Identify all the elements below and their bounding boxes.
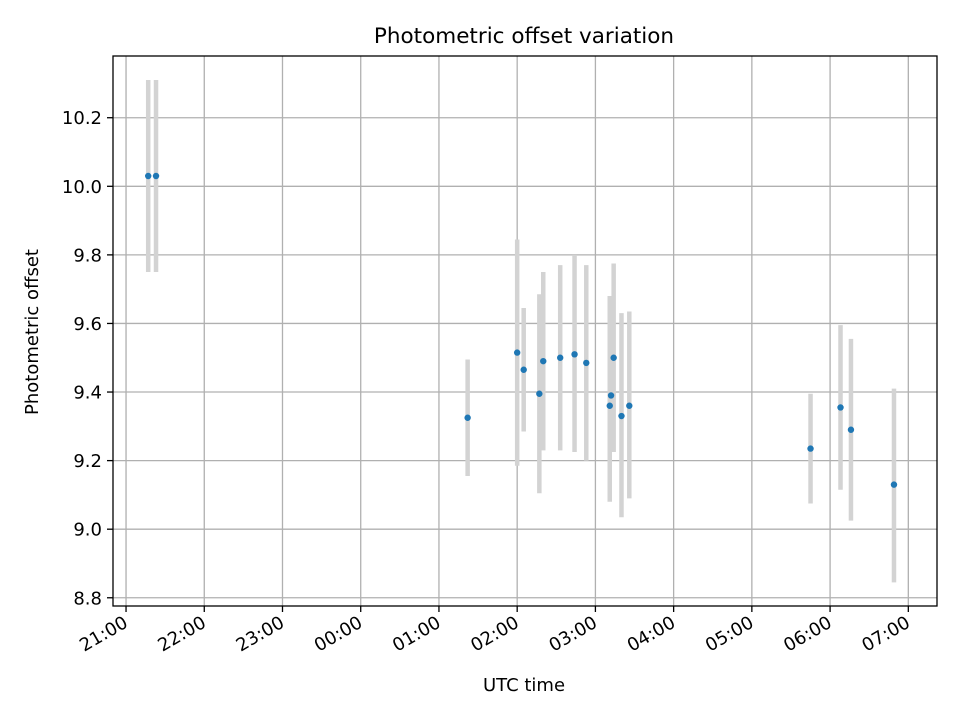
y-tick-label: 9.0 bbox=[73, 520, 102, 541]
data-point bbox=[583, 359, 590, 367]
y-tick-label: 10.0 bbox=[62, 177, 102, 198]
y-axis-label: Photometric offset bbox=[22, 249, 43, 415]
data-point bbox=[152, 172, 160, 180]
grid-layer bbox=[113, 56, 937, 606]
data-point bbox=[607, 392, 615, 399]
data-point bbox=[557, 354, 564, 361]
chart-title: Photometric offset variation bbox=[374, 24, 674, 49]
data-point bbox=[606, 402, 613, 409]
y-tick-label: 8.8 bbox=[73, 588, 102, 609]
data-point bbox=[464, 414, 471, 421]
data-point bbox=[513, 349, 521, 356]
data-point bbox=[536, 390, 543, 397]
data-point bbox=[626, 402, 633, 409]
data-point bbox=[890, 481, 898, 488]
plot-frame bbox=[112, 55, 938, 607]
data-point bbox=[520, 366, 527, 373]
point-layer bbox=[145, 172, 898, 488]
data-point bbox=[540, 357, 547, 365]
data-point bbox=[618, 412, 625, 420]
data-point bbox=[610, 354, 617, 361]
data-point bbox=[571, 351, 578, 358]
y-tick-label: 10.2 bbox=[62, 108, 102, 129]
y-tick-label: 9.6 bbox=[73, 314, 102, 335]
data-point bbox=[847, 426, 855, 433]
x-axis-label: UTC time bbox=[483, 675, 565, 696]
data-point bbox=[145, 172, 152, 180]
data-point bbox=[837, 404, 844, 411]
y-tick-label: 9.2 bbox=[73, 451, 102, 472]
data-point bbox=[807, 445, 814, 452]
y-tick-label: 9.8 bbox=[73, 245, 102, 266]
y-tick-label: 9.4 bbox=[73, 383, 102, 404]
